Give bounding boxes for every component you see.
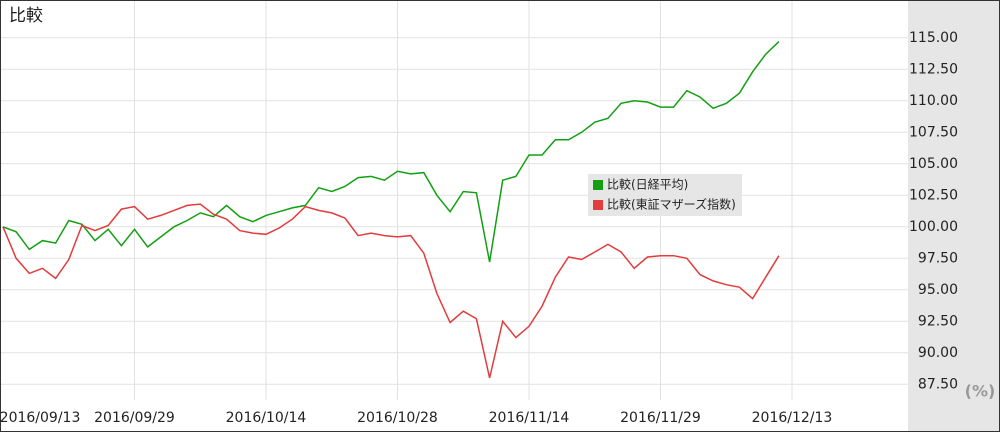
x-tick-label: 2016/10/28 (357, 410, 438, 426)
y-tick-label: 110.00 (909, 93, 958, 109)
y-tick-label: 92.50 (918, 313, 958, 329)
y-tick-label: 97.50 (918, 250, 958, 266)
y-tick-label: 105.00 (909, 156, 958, 172)
y-tick-label: 115.00 (909, 30, 958, 46)
y-tick-label: 95.00 (918, 282, 958, 298)
legend-swatch (593, 180, 603, 190)
x-tick-label: 2016/09/29 (94, 410, 175, 426)
legend-label: 比較(東証マザーズ指数) (607, 197, 736, 212)
x-tick-label: 2016/11/29 (620, 410, 701, 426)
x-tick-label: 2016/12/13 (752, 410, 833, 426)
grid (0, 0, 908, 400)
y-tick-label: 112.50 (909, 61, 958, 77)
legend (588, 174, 742, 216)
x-tick-label: 2016/11/14 (489, 410, 570, 426)
y-tick-label: 102.50 (909, 187, 958, 203)
y-axis-panel (908, 0, 1000, 432)
y-tick-label: 87.50 (918, 376, 958, 392)
y-unit: (%) (965, 382, 996, 401)
y-tick-label: 90.00 (918, 345, 958, 361)
x-tick-label: 2016/09/13 (0, 410, 80, 426)
legend-label: 比較(日経平均) (607, 177, 688, 192)
x-tick-label: 2016/10/14 (226, 410, 307, 426)
chart-title: 比較 (9, 6, 43, 26)
series-line (2, 203, 780, 379)
series-line (2, 41, 780, 263)
lines (2, 41, 780, 379)
y-tick-label: 107.50 (909, 124, 958, 140)
y-tick-label: 100.00 (909, 219, 958, 235)
legend-swatch (593, 200, 603, 210)
